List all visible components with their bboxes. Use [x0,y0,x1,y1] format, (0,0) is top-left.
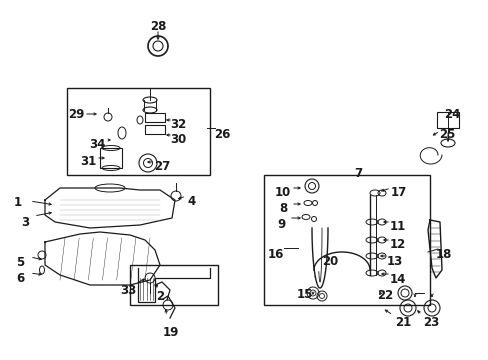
Bar [436,112,458,128]
Bar [130,265,218,305]
Text: 19: 19 [163,326,179,339]
Text: 26: 26 [213,128,230,141]
Text: 14: 14 [389,273,406,286]
Text: 3: 3 [21,216,29,229]
Text: 25: 25 [438,128,454,141]
Text: 17: 17 [390,186,407,199]
Text: 22: 22 [376,289,392,302]
Text: 9: 9 [276,218,285,231]
Text: 10: 10 [274,186,290,199]
Text: 6: 6 [16,272,24,285]
Text: 23: 23 [422,316,438,329]
Text: 24: 24 [443,108,459,121]
Text: 1: 1 [14,196,22,209]
Text: 27: 27 [154,160,170,173]
Bar [100,148,122,168]
Text: 28: 28 [149,20,166,33]
Text: 15: 15 [296,288,312,301]
Text: 7: 7 [353,167,361,180]
Text: 30: 30 [169,133,186,146]
Bar [67,88,209,175]
Text: 18: 18 [435,248,451,261]
Text: 2: 2 [156,290,164,303]
Text: 32: 32 [169,118,186,131]
Text: 31: 31 [80,155,96,168]
Text: 12: 12 [389,238,406,251]
Text: 33: 33 [120,284,136,297]
Text: 29: 29 [68,108,84,121]
Text: 13: 13 [386,255,402,268]
Bar [145,113,164,122]
Text: 34: 34 [89,138,105,151]
Bar [264,175,429,305]
Text: 5: 5 [16,256,24,269]
Text: 21: 21 [394,316,410,329]
Text: 4: 4 [187,195,196,208]
Text: 16: 16 [267,248,284,261]
Text: 11: 11 [389,220,406,233]
Text: 20: 20 [321,255,337,268]
Text: 8: 8 [278,202,286,215]
Bar [145,125,164,134]
